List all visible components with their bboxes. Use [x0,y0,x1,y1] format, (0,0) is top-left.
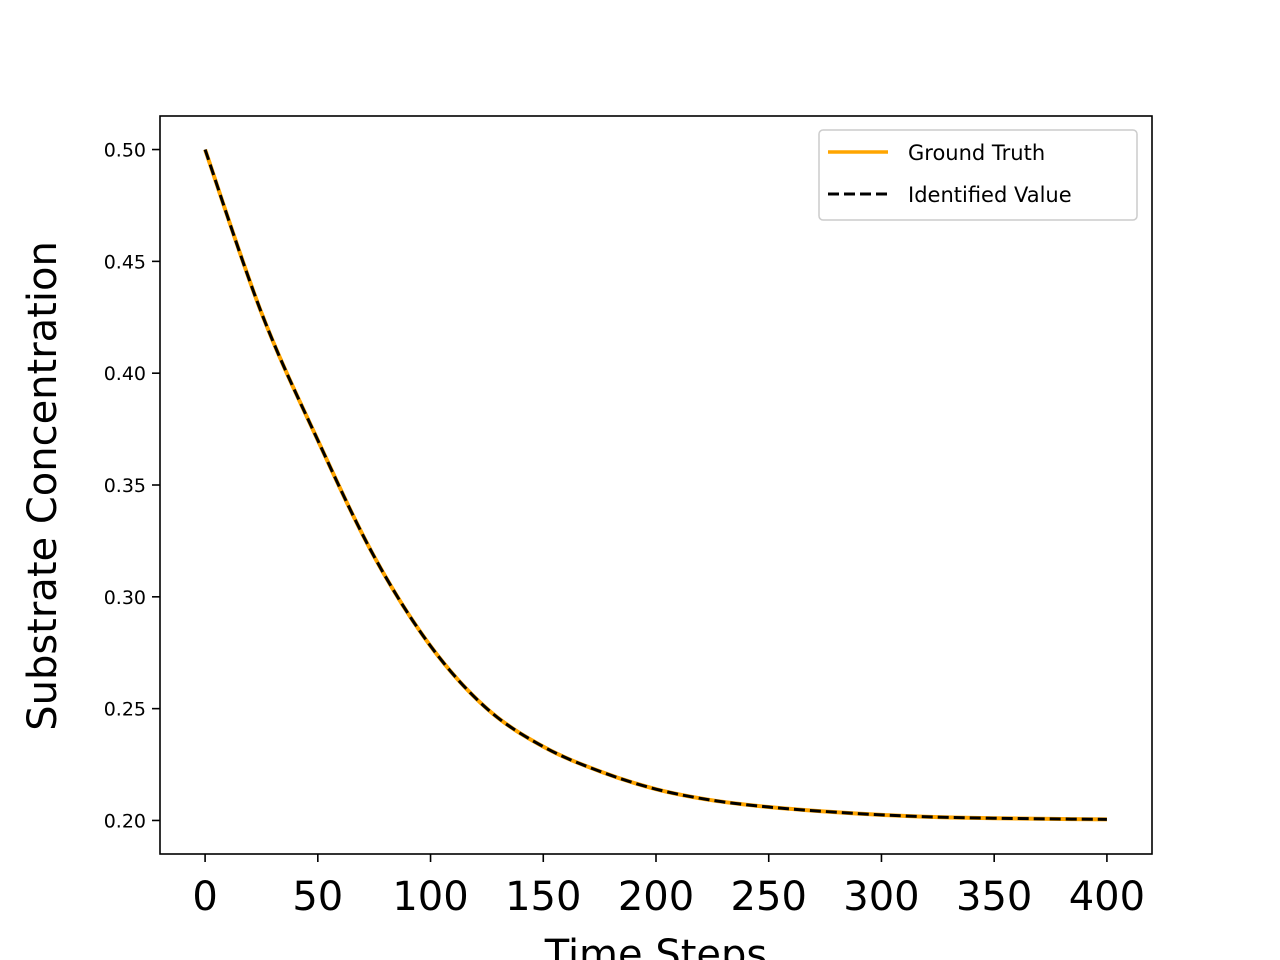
series-line-ground-truth [203,148,1107,822]
y-tick-label: 0.30 [104,587,146,609]
series-layer [203,148,1107,822]
x-tick-label: 150 [505,874,581,920]
x-tick-label: 400 [1069,874,1145,920]
y-axis-label: Substrate Concentration [20,241,66,731]
legend-label-identified-value: Identified Value [908,183,1072,207]
y-tick-label: 0.40 [104,363,146,385]
series-line-identified-value [203,149,1107,821]
legend-box [818,129,1138,221]
y-tick-label: 0.25 [104,699,146,721]
plot-area [159,115,1153,855]
x-tick-label: 50 [292,874,343,920]
x-tick-label: 350 [956,874,1032,920]
x-tick-label: 300 [843,874,919,920]
x-tick-label: 250 [731,874,807,920]
y-tick-label: 0.45 [104,251,146,273]
y-axis: 0.20 0.25 0.30 0.35 0.40 0.45 0.50 [104,140,160,832]
y-tick-label: 0.50 [104,140,146,162]
x-axis: 0 50 100 150 200 250 300 350 400 [192,854,1145,920]
plot-frame [159,115,1153,855]
y-tick-label: 0.35 [104,475,146,497]
x-tick-label: 100 [392,874,468,920]
x-axis-label: Time Steps [544,932,768,960]
x-tick-label: 0 [192,874,217,920]
x-tick-label: 200 [618,874,694,920]
y-tick-label: 0.20 [104,810,146,832]
legend: Ground Truth Identified Value [818,129,1138,221]
legend-label-ground-truth: Ground Truth [908,141,1045,165]
